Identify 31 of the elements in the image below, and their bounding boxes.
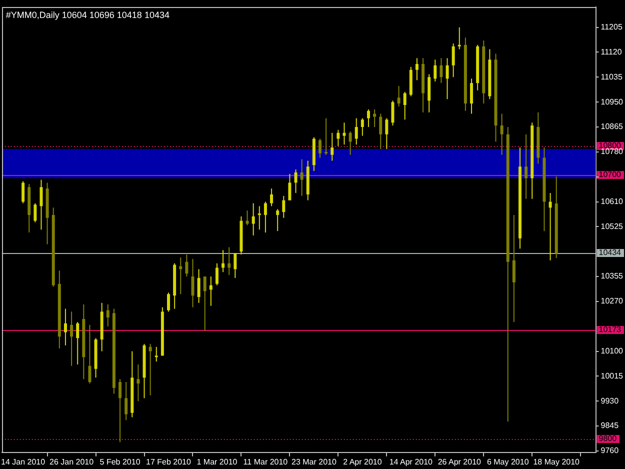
y-tick-label: 11035: [600, 72, 623, 82]
y-tick-label: 9845: [600, 421, 620, 430]
ref-line-label: 10173: [598, 325, 622, 334]
y-tick-label: 11205: [600, 22, 623, 32]
x-tick-label: 23 Mar 2010: [291, 457, 337, 466]
y-tick-label: 10525: [600, 222, 624, 231]
ref-line-label: 10700: [598, 170, 622, 180]
y-tick-label: 9930: [600, 396, 620, 406]
ref-line-label: 9800: [598, 434, 618, 444]
x-tick-label: 17 Feb 2010: [146, 457, 192, 466]
y-tick-label: 10015: [600, 371, 624, 380]
x-tick-label: 14 Apr 2010: [389, 457, 434, 466]
y-tick-label: 9760: [600, 446, 620, 456]
y-tick-label: 11120: [600, 47, 622, 56]
x-tick-label: 6 May 2010: [486, 457, 530, 466]
x-tick-label: 5 Feb 2010: [100, 457, 141, 466]
x-tick-label: 14 Jan 2010: [1, 457, 46, 466]
x-tick-label: 18 May 2010: [533, 457, 580, 466]
y-tick-label: 10100: [600, 346, 624, 356]
y-tick-label: 10355: [600, 272, 624, 281]
y-tick-label: 10865: [600, 122, 624, 132]
x-tick-label: 26 Apr 2010: [438, 457, 482, 466]
x-tick-label: 1 Mar 2010: [196, 457, 238, 466]
ref-line-label: 10434: [598, 248, 622, 258]
chart-title: #YMM0,Daily 10604 10696 10418 10434: [6, 10, 170, 20]
x-tick-label: 11 Mar 2010: [243, 457, 288, 466]
x-tick-label: 26 Jan 2010: [50, 457, 94, 466]
y-tick-label: 10950: [600, 97, 624, 106]
y-tick-label: 10270: [600, 296, 624, 306]
y-tick-label: 10610: [600, 196, 624, 206]
x-tick-label: 2 Apr 2010: [343, 457, 382, 466]
